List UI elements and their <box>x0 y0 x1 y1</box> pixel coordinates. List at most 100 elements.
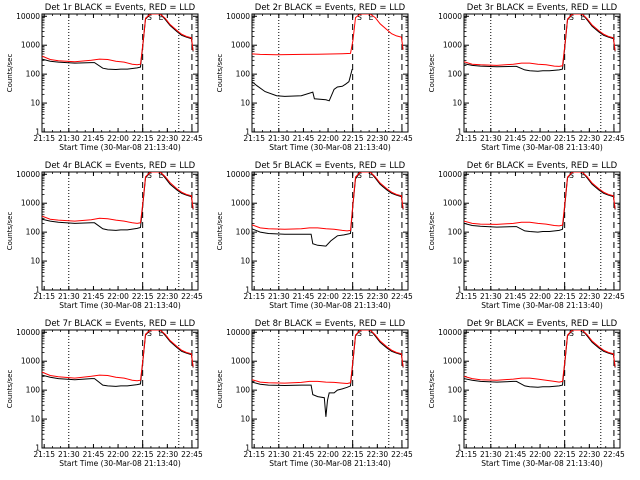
x-axis-label: Start Time (30-Mar-08 21:13:40) <box>481 301 603 310</box>
x-tick-label: 22:45 <box>603 134 625 143</box>
end-marker-letter: E <box>581 171 586 180</box>
start-marker-letter: S <box>569 329 574 338</box>
x-tick-label: 21:15 <box>243 450 265 459</box>
panel-title: Det 9r BLACK = Events, RED = LLD <box>467 319 618 329</box>
x-tick-label: 22:00 <box>107 450 129 459</box>
y-tick-label: 1000 <box>231 41 250 50</box>
x-tick-label: 22:30 <box>157 292 179 301</box>
start-marker-letter: S <box>357 329 362 338</box>
x-axis-label: Start Time (30-Mar-08 21:13:40) <box>59 301 181 310</box>
x-tick-label: 22:15 <box>342 292 364 301</box>
x-tick-label: 21:45 <box>505 134 527 143</box>
lld-series-line <box>252 172 404 232</box>
x-tick-label: 21:15 <box>243 134 265 143</box>
y-tick-label: 100 <box>448 386 463 395</box>
y-tick-label: 10 <box>452 257 462 266</box>
y-axis-label: Counts/sec <box>6 212 14 251</box>
x-tick-label: 22:15 <box>554 450 576 459</box>
lld-series-line <box>42 330 194 382</box>
lld-series-line <box>464 172 616 227</box>
detector-panel-1: Det 1r BLACK = Events, RED = LLD 1 10 100 10… <box>6 3 203 152</box>
events-series-line <box>464 14 616 72</box>
y-axis-label: Counts/sec <box>216 212 224 251</box>
start-marker-letter: S <box>569 13 574 22</box>
end-marker-letter: E <box>159 13 164 22</box>
y-tick-label: 100 <box>448 70 463 79</box>
x-tick-label: 22:15 <box>132 292 154 301</box>
events-series-line <box>252 330 404 417</box>
lld-series-line <box>464 330 616 383</box>
x-tick-label: 22:45 <box>603 450 625 459</box>
x-tick-label: 22:45 <box>181 292 203 301</box>
y-axis-label: Counts/sec <box>216 370 224 409</box>
x-tick-label: 22:45 <box>391 134 413 143</box>
y-tick-label: 10000 <box>16 328 40 337</box>
panel-title: Det 1r BLACK = Events, RED = LLD <box>45 3 196 13</box>
y-tick-label: 10000 <box>16 170 40 179</box>
x-tick-label: 22:00 <box>317 292 339 301</box>
x-tick-label: 21:15 <box>455 134 477 143</box>
x-tick-label: 21:45 <box>83 292 105 301</box>
y-tick-label: 1 <box>245 286 250 295</box>
end-marker-letter: E <box>581 13 586 22</box>
x-tick-label: 22:30 <box>579 292 601 301</box>
x-tick-label: 22:15 <box>342 134 364 143</box>
plot-frame <box>463 171 621 291</box>
x-tick-label: 22:00 <box>107 134 129 143</box>
x-tick-label: 22:00 <box>107 292 129 301</box>
x-axis-label: Start Time (30-Mar-08 21:13:40) <box>269 459 391 468</box>
detector-panel-6: Det 6r BLACK = Events, RED = LLD 1 10 100 10… <box>428 161 625 310</box>
x-tick-label: 22:00 <box>529 292 551 301</box>
panel-title: Det 2r BLACK = Events, RED = LLD <box>255 3 406 13</box>
lld-series-line <box>252 330 404 385</box>
x-tick-label: 21:15 <box>455 292 477 301</box>
x-tick-label: 21:45 <box>83 450 105 459</box>
y-tick-label: 10000 <box>226 12 250 21</box>
x-tick-label: 21:15 <box>243 292 265 301</box>
x-tick-label: 22:30 <box>579 134 601 143</box>
x-tick-label: 22:30 <box>367 450 389 459</box>
y-tick-label: 10000 <box>16 12 40 21</box>
y-axis-label: Counts/sec <box>428 370 436 409</box>
x-tick-label: 21:45 <box>83 134 105 143</box>
plot-frame <box>463 13 621 133</box>
start-marker-letter: S <box>147 329 152 338</box>
y-tick-label: 100 <box>236 228 251 237</box>
x-tick-label: 22:30 <box>157 134 179 143</box>
y-tick-label: 1 <box>35 286 40 295</box>
x-tick-label: 21:30 <box>268 292 290 301</box>
x-tick-label: 21:45 <box>293 450 315 459</box>
panel-title: Det 4r BLACK = Events, RED = LLD <box>45 161 196 171</box>
lld-series-line <box>464 14 616 67</box>
lld-series-line <box>42 172 194 224</box>
x-tick-label: 21:15 <box>455 450 477 459</box>
y-tick-label: 1000 <box>21 357 40 366</box>
events-series-line <box>42 172 194 231</box>
x-tick-label: 22:45 <box>603 292 625 301</box>
y-tick-label: 1000 <box>443 199 462 208</box>
x-tick-label: 22:45 <box>391 450 413 459</box>
start-marker-letter: S <box>147 171 152 180</box>
y-axis-label: Counts/sec <box>428 212 436 251</box>
lld-series-line <box>252 14 404 56</box>
x-tick-label: 22:30 <box>579 450 601 459</box>
plot-frame <box>463 329 621 449</box>
plot-frame <box>41 329 199 449</box>
end-marker-letter: E <box>369 171 374 180</box>
x-tick-label: 22:00 <box>529 134 551 143</box>
y-tick-label: 1000 <box>443 357 462 366</box>
x-axis-label: Start Time (30-Mar-08 21:13:40) <box>269 301 391 310</box>
x-tick-label: 22:30 <box>367 134 389 143</box>
x-tick-label: 22:15 <box>554 134 576 143</box>
y-tick-label: 10 <box>452 99 462 108</box>
lld-series-line <box>42 14 194 66</box>
y-tick-label: 10000 <box>438 170 462 179</box>
y-tick-label: 1000 <box>231 199 250 208</box>
end-marker-letter: E <box>159 329 164 338</box>
x-tick-label: 21:15 <box>33 134 55 143</box>
y-axis-label: Counts/sec <box>6 54 14 93</box>
y-axis-label: Counts/sec <box>428 54 436 93</box>
events-series-line <box>464 172 616 233</box>
x-tick-label: 22:00 <box>317 450 339 459</box>
y-tick-label: 100 <box>26 70 41 79</box>
